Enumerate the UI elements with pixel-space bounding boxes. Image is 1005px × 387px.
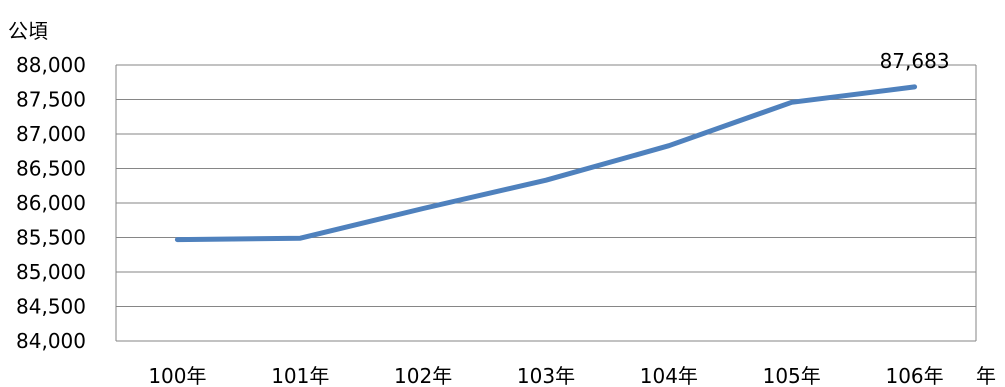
x-tick-label: 100年: [148, 364, 206, 387]
series-group: [174, 84, 918, 243]
data-label: 87,683: [880, 49, 950, 73]
x-tick-label: 105年: [763, 364, 821, 387]
y-tick-label: 88,000: [16, 53, 86, 77]
x-tick-label: 104年: [640, 364, 698, 387]
x-tick-label: 101年: [271, 364, 329, 387]
x-tick-label: 102年: [394, 364, 452, 387]
gridlines: [115, 64, 977, 342]
y-tick-label: 84,000: [16, 329, 86, 353]
y-tick-label: 85,500: [16, 226, 86, 250]
y-tick-label: 87,000: [16, 122, 86, 146]
y-tick-label: 86,000: [16, 191, 86, 215]
x-axis-label: 年: [976, 364, 996, 387]
x-tick-labels: 100年 101年 102年 103年 104年 105年 106年: [148, 364, 943, 387]
y-tick-label: 85,000: [16, 260, 86, 284]
data-labels: 87,683: [880, 49, 950, 73]
y-tick-label: 86,500: [16, 157, 86, 181]
x-tick-label: 103年: [517, 364, 575, 387]
y-axis-label: 公頃: [8, 19, 48, 43]
y-tick-labels: 84,000 84,500 85,000 85,500 86,000 86,500 87,0…: [16, 53, 86, 353]
y-tick-label: 87,500: [16, 88, 86, 112]
y-tick-label: 84,500: [16, 295, 86, 319]
series-line: [174, 84, 918, 243]
x-tick-label: 106年: [885, 364, 943, 387]
